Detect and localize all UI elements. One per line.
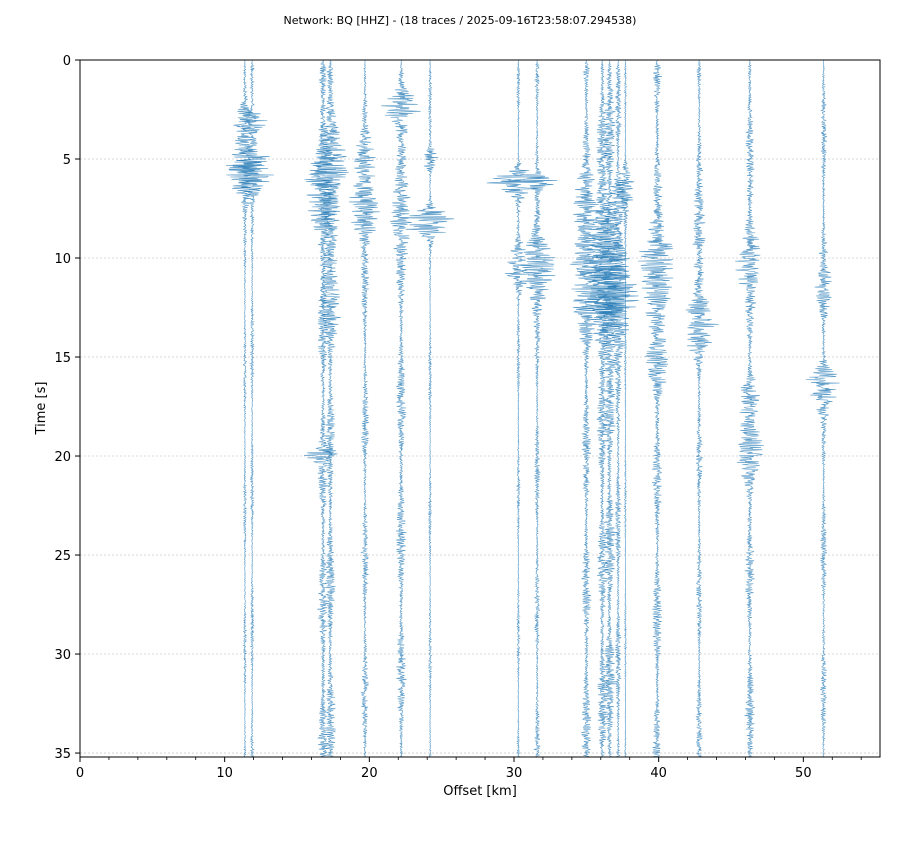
trace-offset-35 — [569, 59, 605, 758]
y-axis-ticks: 0 5 10 15 20 25 30 35 — [54, 54, 80, 762]
x-tick-label-0: 0 — [76, 766, 84, 781]
y-tick-label-20: 20 — [54, 450, 71, 465]
x-tick-label-40: 40 — [650, 766, 667, 781]
trace-offset-37.7 — [616, 59, 635, 758]
x-axis-title: Offset [km] — [443, 784, 517, 799]
y-tick-label-30: 30 — [54, 648, 71, 663]
x-tick-label-20: 20 — [361, 766, 378, 781]
x-axis-ticks: 0 10 20 30 40 50 — [76, 757, 862, 781]
trace-offset-36.6 — [588, 59, 631, 758]
y-tick-label-10: 10 — [54, 252, 71, 267]
trace-offset-46.3 — [734, 60, 764, 758]
trace-offset-30.3 — [486, 59, 544, 758]
trace-offset-42.8 — [685, 59, 719, 758]
gridlines — [80, 59, 880, 754]
trace-offset-11.4 — [225, 59, 263, 758]
trace-offset-24.2 — [399, 59, 455, 758]
x-tick-label-30: 30 — [506, 766, 523, 781]
trace-offset-51.4 — [805, 60, 840, 758]
trace-offset-16.8 — [303, 59, 341, 758]
trace-offset-36.1 — [583, 59, 625, 758]
seismic-traces — [225, 59, 840, 758]
y-tick-label-15: 15 — [54, 351, 71, 366]
trace-offset-19.7 — [348, 59, 380, 758]
y-tick-label-5: 5 — [63, 153, 71, 168]
trace-offset-22.2 — [381, 59, 421, 758]
trace-offset-31.6 — [500, 59, 558, 758]
x-tick-label-50: 50 — [795, 766, 812, 781]
y-tick-label-0: 0 — [63, 54, 71, 69]
y-tick-label-25: 25 — [54, 549, 71, 564]
trace-offset-37.2 — [597, 59, 639, 758]
plot-frame — [79, 59, 881, 758]
trace-offset-39.9 — [637, 59, 674, 758]
y-axis-title: Time [s] — [34, 382, 49, 436]
trace-offset-17.3 — [310, 59, 349, 758]
chart-title: Network: BQ [HHZ] - (18 traces / 2025-09… — [284, 14, 637, 27]
x-tick-label-10: 10 — [216, 766, 233, 781]
y-tick-label-35: 35 — [54, 747, 71, 762]
trace-offset-11.9 — [228, 59, 275, 758]
